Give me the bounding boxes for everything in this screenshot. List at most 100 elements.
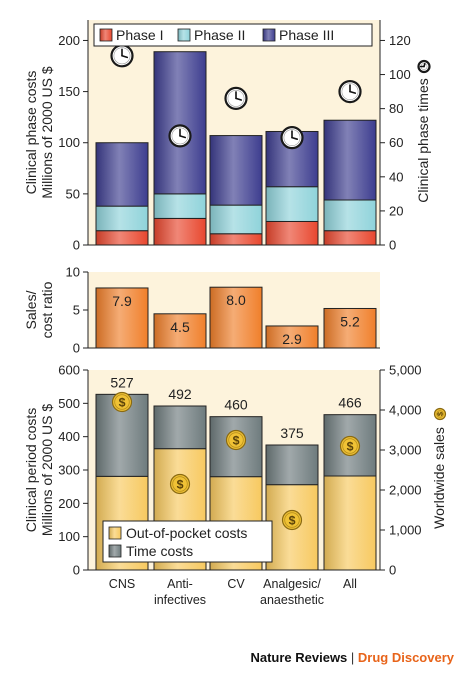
bar-phase-iii xyxy=(95,142,149,207)
phase-cost-y-label: Clinical phase costsMillions of 2000 US … xyxy=(23,66,55,199)
legend-box xyxy=(93,23,373,47)
phase-time-y-axis-tick-label: 40 xyxy=(389,169,403,184)
bar-phase-i xyxy=(153,217,207,246)
journal-credit: Nature Reviews | Drug Discovery xyxy=(250,650,454,665)
period-cost-y-axis-tick-label: 100 xyxy=(58,529,80,544)
sales-ratio-y-axis-tick-label: 10 xyxy=(66,265,80,280)
legend-swatch xyxy=(108,526,122,540)
bar-value-label: 5.2 xyxy=(340,313,360,329)
phase-time-y-axis-tick-label: 100 xyxy=(389,67,411,82)
credit-separator: | xyxy=(347,650,358,665)
clock-icon xyxy=(417,59,431,74)
svg-text:$: $ xyxy=(289,513,296,527)
legend-swatch xyxy=(99,28,113,42)
svg-text:$: $ xyxy=(347,439,354,453)
legend-box xyxy=(102,520,273,563)
svg-text:$: $ xyxy=(177,477,184,491)
bar-out-of-pocket-costs xyxy=(323,475,377,571)
sales-y-label-group: Worldwide sales $ xyxy=(431,407,447,529)
bar-value-label: 4.5 xyxy=(170,319,190,335)
sales-y-axis-tick-label: 0 xyxy=(389,563,396,578)
sales-ratio-y-axis-tick-label: 0 xyxy=(73,341,80,356)
category-label: All xyxy=(343,577,357,591)
dollar-coin-icon: $ xyxy=(111,391,133,413)
clock-icon xyxy=(110,44,134,68)
bar-value-label: 7.9 xyxy=(112,293,132,309)
bar-sales-ratio xyxy=(153,313,207,349)
phase-time-y-axis-tick-label: 60 xyxy=(389,135,403,150)
bar-phase-ii xyxy=(323,199,377,232)
sales-y-axis-tick-label: 5,000 xyxy=(389,363,422,378)
period-cost-y-label: Clinical period costsMillions of 2000 US… xyxy=(23,404,55,537)
legend-label: Time costs xyxy=(126,543,193,559)
dollar-coin-icon: $ xyxy=(281,509,303,531)
journal-subtitle: Drug Discovery xyxy=(357,650,454,665)
bar-phase-i xyxy=(209,233,263,246)
dollar-coin-icon: $ xyxy=(169,473,191,495)
bar-total-label: 466 xyxy=(338,395,362,411)
phase-cost-y-axis-tick-label: 100 xyxy=(58,135,80,150)
phase-time-y-label: Clinical phase times xyxy=(415,78,431,203)
phase-legend: Phase I Phase II Phase III xyxy=(93,23,373,47)
bar-value-label: 8.0 xyxy=(226,292,246,308)
bar-phase-ii xyxy=(209,204,263,235)
legend-label: Phase I xyxy=(116,27,163,43)
phase-time-y-axis-tick-label: 120 xyxy=(389,33,411,48)
legend-swatch xyxy=(177,28,191,42)
phase-time-y-label-group: Clinical phase times xyxy=(415,59,431,203)
legend-label: Out-of-pocket costs xyxy=(126,525,247,541)
bar-total-label: 527 xyxy=(110,374,134,390)
bar-sales-ratio xyxy=(323,307,377,349)
sales-y-axis-tick-label: 3,000 xyxy=(389,443,422,458)
phase-time-y-axis-tick-label: 0 xyxy=(389,238,396,253)
bar-time-costs xyxy=(265,444,319,486)
dollar-coin-icon: $ xyxy=(339,435,361,457)
period-cost-y-axis-tick-label: 600 xyxy=(58,363,80,378)
period-cost-y-axis-tick-label: 500 xyxy=(58,396,80,411)
phase-cost-y-axis-tick-label: 200 xyxy=(58,33,80,48)
legend-label: Phase III xyxy=(279,27,334,43)
clock-icon xyxy=(224,86,248,111)
bar-phase-ii xyxy=(153,193,207,219)
bar-total-label: 460 xyxy=(224,397,248,413)
category-label: Analgesic/anaesthetic xyxy=(260,577,324,607)
bar-phase-ii xyxy=(95,205,149,232)
bar-total-label: 492 xyxy=(168,386,192,402)
period-legend: Out-of-pocket costs Time costs xyxy=(102,520,273,563)
phase-cost-y-axis-tick-label: 0 xyxy=(73,238,80,253)
phase-cost-y-axis-tick-label: 50 xyxy=(66,186,80,201)
phase-cost-y-axis-tick-label: 150 xyxy=(58,84,80,99)
clock-icon xyxy=(338,79,362,104)
period-cost-y-axis-tick-label: 200 xyxy=(58,496,80,511)
svg-text:$: $ xyxy=(233,433,240,447)
bar-phase-i xyxy=(265,220,319,246)
phase-time-y-axis-tick-label: 80 xyxy=(389,101,403,116)
period-cost-y-axis-tick-label: 0 xyxy=(73,563,80,578)
dollar-coin-icon: $ xyxy=(433,407,447,421)
sales-ratio-panel: 0 5 10 7.9 4.5 8.0 2.9 5.2 Sales/cost ratio xyxy=(23,265,380,356)
bar-sales-ratio xyxy=(95,287,149,349)
svg-text:$: $ xyxy=(119,395,126,409)
bar-sales-ratio xyxy=(265,325,319,349)
period-cost-y-axis-tick-label: 400 xyxy=(58,429,80,444)
sales-y-axis-tick-label: 4,000 xyxy=(389,403,422,418)
sales-y-label: Worldwide sales xyxy=(431,427,447,529)
bar-phase-iii xyxy=(153,51,207,195)
bar-sales-ratio xyxy=(209,286,263,349)
sales-ratio-y-label: Sales/cost ratio xyxy=(23,281,55,338)
bar-time-costs xyxy=(153,405,207,450)
clock-icon xyxy=(168,124,192,148)
bar-phase-ii xyxy=(265,186,319,222)
bar-phase-i xyxy=(95,230,149,246)
legend-label: Phase II xyxy=(194,27,245,43)
bar-phase-i xyxy=(323,230,377,246)
dollar-coin-icon: $ xyxy=(225,429,247,451)
bar-phase-iii xyxy=(323,119,377,201)
category-label: CV xyxy=(227,577,245,591)
bar-total-label: 375 xyxy=(280,425,304,441)
category-label: Anti-infectives xyxy=(154,577,206,607)
category-label: CNS xyxy=(109,577,135,591)
sales-y-axis-tick-label: 2,000 xyxy=(389,483,422,498)
